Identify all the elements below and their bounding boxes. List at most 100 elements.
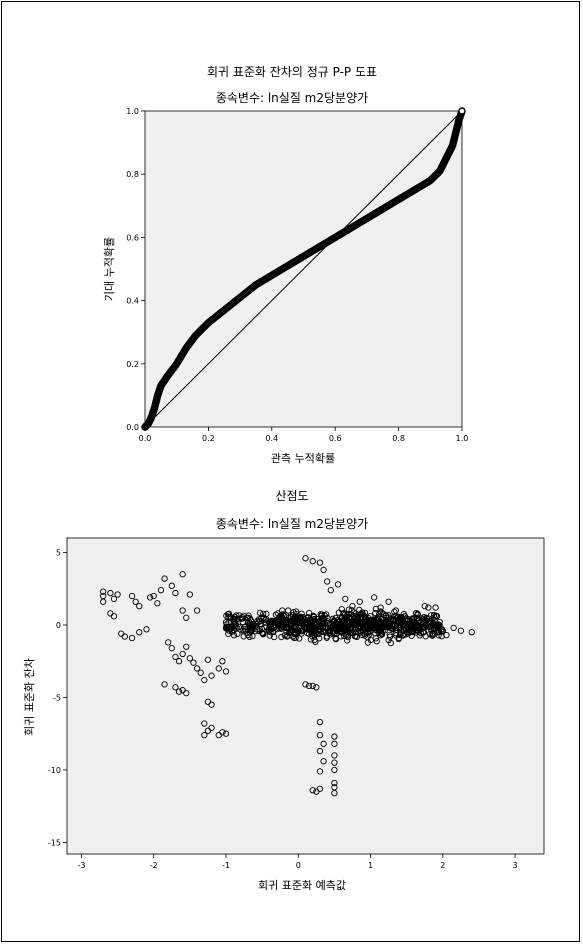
scatter-point xyxy=(302,555,309,562)
scatter-point xyxy=(298,610,305,617)
scatter-point xyxy=(404,615,412,623)
scatter-point xyxy=(319,627,326,635)
scatter-point xyxy=(234,630,241,638)
scatter-point xyxy=(419,625,426,632)
scatter-point xyxy=(294,626,302,634)
scatter-point xyxy=(432,622,439,629)
scatter-point xyxy=(320,740,327,747)
scatter-point xyxy=(283,620,290,627)
scatter-plot-area xyxy=(66,537,545,855)
scatter-point xyxy=(331,740,338,747)
scatter-point xyxy=(372,616,379,623)
scatter-point xyxy=(281,632,288,639)
scatter-point xyxy=(331,766,338,774)
scatter-point xyxy=(259,610,267,617)
scatter-y-tick-label: -15 xyxy=(48,838,61,847)
scatter-point xyxy=(406,626,414,633)
scatter-point xyxy=(143,626,150,633)
scatter-point xyxy=(326,624,333,631)
pp-x-tick-label: 0.6 xyxy=(329,434,342,443)
scatter-point xyxy=(302,681,309,688)
scatter-point xyxy=(338,613,346,621)
scatter-point xyxy=(201,676,208,684)
scatter-x-tick-label: -1 xyxy=(222,861,230,870)
scatter-point xyxy=(263,623,270,630)
scatter-point xyxy=(219,729,226,736)
scatter-point xyxy=(242,623,249,631)
scatter-point xyxy=(183,643,190,650)
scatter-point xyxy=(269,618,276,626)
scatter-point xyxy=(268,617,275,624)
scatter-point xyxy=(378,609,385,616)
scatter-x-tick-label: 1 xyxy=(368,861,373,870)
scatter-point xyxy=(256,609,264,617)
scatter-point xyxy=(186,591,194,598)
scatter-point xyxy=(193,607,201,614)
scatter-point xyxy=(368,624,375,632)
scatter-point xyxy=(175,688,183,695)
scatter-point xyxy=(419,616,426,623)
scatter-point xyxy=(222,625,230,632)
scatter-point xyxy=(323,634,330,641)
scatter-point xyxy=(421,602,428,610)
scatter-point xyxy=(412,609,420,617)
scatter-point xyxy=(168,582,175,589)
scatter-point xyxy=(222,730,230,737)
scatter-point xyxy=(344,637,351,644)
scatter-point xyxy=(329,629,336,636)
scatter-point xyxy=(277,624,284,631)
scatter-point xyxy=(325,627,333,634)
pp-y-tick-label: 0.8 xyxy=(126,170,139,179)
scatter-point xyxy=(128,592,136,600)
scatter-point xyxy=(322,623,330,630)
scatter-point xyxy=(146,594,154,601)
scatter-point xyxy=(288,614,295,621)
pp-point xyxy=(458,107,466,115)
scatter-point xyxy=(136,602,143,610)
scatter-point xyxy=(331,789,338,797)
scatter-point xyxy=(186,655,194,662)
scatter-point xyxy=(352,625,360,633)
scatter-point xyxy=(157,587,165,594)
scatter-point xyxy=(114,591,121,598)
scatter-point xyxy=(293,608,300,615)
scatter-point xyxy=(320,614,327,622)
scatter-point xyxy=(243,614,251,621)
scatter-point xyxy=(317,618,324,625)
scatter-point xyxy=(259,629,266,637)
scatter-point xyxy=(278,633,285,641)
scatter-point xyxy=(312,638,319,645)
pp-y-tick-label: 1.0 xyxy=(126,107,139,116)
scatter-point xyxy=(254,617,261,625)
scatter-point xyxy=(349,602,356,610)
scatter-point xyxy=(110,613,118,620)
scatter-point xyxy=(229,624,236,631)
scatter-point xyxy=(168,645,175,652)
scatter-point xyxy=(296,635,303,642)
scatter-point xyxy=(172,653,179,661)
scatter-point xyxy=(150,592,157,600)
scatter-point xyxy=(309,558,316,565)
scatter-point xyxy=(331,630,338,637)
scatter-point xyxy=(385,598,392,605)
scatter-point xyxy=(266,632,273,639)
scatter-point xyxy=(349,629,357,637)
scatter-x-tick-label: 0 xyxy=(296,861,301,870)
scatter-point xyxy=(331,752,338,759)
scatter-point xyxy=(372,630,379,637)
pp-plot-x-ticks: 0.0 0.2 0.4 0.6 0.8 1.0 xyxy=(139,427,468,443)
scatter-point xyxy=(427,612,435,619)
scatter-point xyxy=(430,611,438,619)
scatter-plot-title: 산점도 xyxy=(275,489,308,503)
scatter-point xyxy=(356,598,363,605)
pp-y-tick-label: 0.6 xyxy=(126,233,139,242)
scatter-point xyxy=(350,613,358,620)
scatter-point xyxy=(281,612,288,620)
scatter-point xyxy=(321,612,328,619)
scatter-point xyxy=(331,779,338,787)
scatter-point xyxy=(311,632,318,639)
scatter-x-tick-label: -2 xyxy=(150,861,158,870)
pp-x-tick-label: 0.2 xyxy=(202,434,215,443)
scatter-point xyxy=(99,588,107,595)
